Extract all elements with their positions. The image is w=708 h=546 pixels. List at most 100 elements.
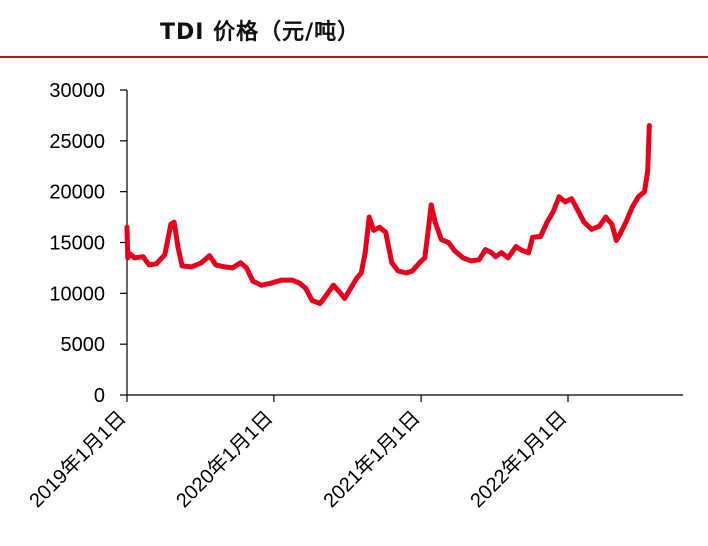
x-tick-label: 2021年1月1日 (319, 406, 425, 512)
data-point (342, 296, 348, 301)
data-point (171, 219, 177, 225)
data-point (199, 260, 204, 266)
data-point (476, 257, 482, 263)
data-point (530, 235, 535, 240)
data-point (556, 194, 562, 200)
data-point (124, 224, 130, 230)
data-point (323, 293, 329, 298)
data-point (317, 301, 323, 306)
data-point (617, 232, 623, 237)
data-point (417, 260, 422, 266)
x-tick-label: 2020年1月1日 (172, 406, 278, 512)
data-point (366, 214, 372, 220)
data-point (383, 229, 389, 235)
data-point (354, 275, 360, 281)
y-tick-labels: 0 5000 10000 15000 20000 25000 30000 (49, 80, 105, 407)
data-point (468, 258, 474, 264)
y-tick-label: 10000 (49, 283, 105, 305)
data-point (569, 196, 574, 202)
x-tick-label: 2019年1月1日 (25, 406, 131, 512)
data-point (581, 219, 587, 225)
chart-title-bar: TDI 价格（元/吨） (0, 0, 708, 58)
axes (120, 89, 683, 402)
data-point (179, 263, 185, 269)
data-point (268, 280, 274, 286)
data-point (589, 226, 595, 232)
data-point (544, 219, 550, 225)
data-point (358, 270, 364, 276)
data-point (175, 245, 181, 251)
y-tick-label: 0 (94, 385, 105, 407)
data-point (425, 229, 431, 235)
data-point (162, 252, 168, 258)
data-point (279, 277, 284, 283)
data-point (297, 280, 302, 286)
data-point (432, 219, 438, 225)
data-point (309, 298, 315, 303)
data-point (409, 268, 415, 274)
y-tick-label: 30000 (49, 80, 105, 102)
data-point (377, 224, 383, 230)
data-point (348, 285, 354, 291)
data-point (438, 237, 444, 242)
data-point (623, 219, 629, 225)
data-point (338, 290, 344, 296)
data-point (259, 282, 264, 288)
data-point (597, 223, 602, 229)
chart-title: TDI 价格（元/吨） (160, 20, 361, 45)
data-point (154, 261, 159, 267)
y-tick-label: 5000 (61, 334, 106, 356)
data-point (483, 247, 488, 253)
series-line (124, 123, 652, 306)
data-point (371, 227, 377, 233)
data-point (250, 278, 256, 284)
tdi-price-line-chart: 0 5000 10000 15000 20000 25000 30000 2019年1月1日… (25, 80, 683, 512)
data-point (646, 123, 652, 128)
data-point (452, 248, 457, 254)
data-point (513, 244, 519, 250)
data-point (499, 250, 504, 256)
data-point (213, 262, 219, 268)
data-point (489, 250, 494, 256)
data-point (222, 264, 228, 270)
data-point (289, 277, 295, 283)
data-point (609, 221, 615, 227)
data-point (505, 255, 511, 261)
data-point (460, 255, 466, 261)
data-point (538, 234, 543, 239)
data-point (575, 207, 581, 213)
y-tick-label: 15000 (49, 233, 105, 255)
data-point (127, 251, 133, 257)
data-point (603, 214, 609, 220)
series-layer (124, 123, 652, 306)
data-point (422, 255, 428, 261)
data-point (645, 168, 651, 174)
data-point (636, 194, 641, 200)
y-tick-label: 20000 (49, 182, 105, 204)
data-point (642, 189, 647, 195)
data-point (493, 254, 498, 260)
data-point (562, 199, 568, 205)
data-point (331, 282, 336, 288)
data-point (395, 268, 401, 274)
data-point (125, 255, 131, 261)
data-point (140, 254, 146, 260)
data-point (230, 265, 235, 271)
data-point (526, 250, 531, 256)
data-point (613, 238, 619, 243)
data-point (630, 204, 635, 210)
x-tick-labels: 2019年1月1日 2020年1月1日 2021年1月1日 2022年1月1日 (25, 406, 572, 512)
data-point (244, 265, 249, 271)
data-point (403, 270, 409, 276)
data-point (132, 255, 138, 261)
data-point (303, 285, 309, 291)
data-point (207, 253, 212, 259)
x-tick-label: 2022年1月1日 (466, 406, 572, 512)
y-tick-label: 25000 (49, 131, 105, 153)
data-point (389, 260, 395, 266)
data-point (446, 240, 451, 245)
data-point (428, 202, 434, 208)
data-point (238, 260, 243, 266)
data-point (520, 248, 525, 254)
data-point (362, 250, 368, 256)
